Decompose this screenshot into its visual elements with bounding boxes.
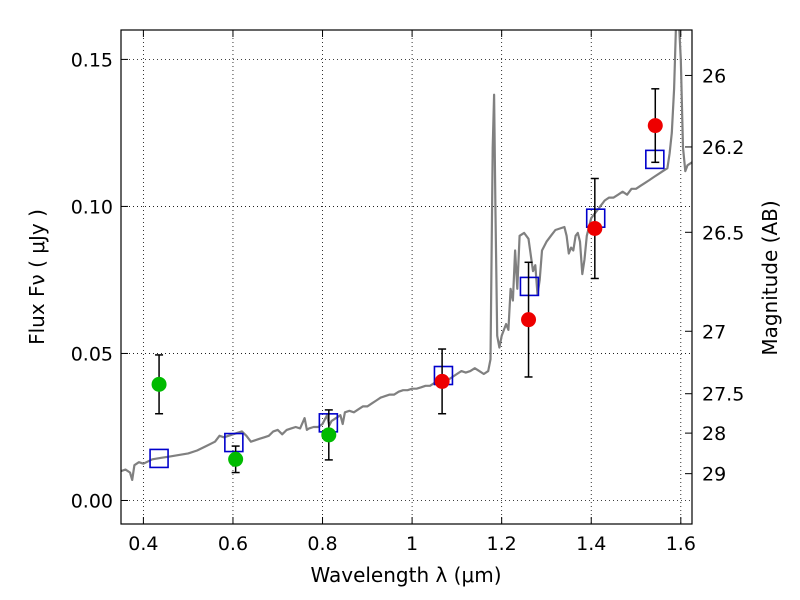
magnitude-tick-label: 26.5 — [702, 222, 744, 244]
magnitude-tick-label: 27 — [702, 321, 726, 343]
x-tick-label: 0.6 — [218, 533, 248, 555]
model-square-marker — [149, 448, 169, 469]
model-square-marker — [519, 276, 540, 297]
y-axis: 0.00 0.05 0.10 0.15 — [71, 49, 128, 512]
plot-frame — [121, 30, 692, 524]
red-point-marker — [434, 373, 450, 389]
x-tick-label: 1.6 — [666, 533, 696, 555]
y-axis-label: Flux Fν ( μJy ) — [25, 209, 49, 345]
x-tick-label: 1.2 — [487, 533, 517, 555]
magnitude-tick-label: 28 — [702, 423, 726, 445]
x-tick-label: 1.4 — [576, 533, 606, 555]
plot-border — [120, 29, 693, 525]
magnitude-tick-label: 26.2 — [702, 137, 744, 159]
x-tick-label: 1 — [406, 533, 418, 555]
green-point-marker — [151, 376, 167, 392]
red-point-marker — [587, 220, 603, 236]
y-tick-label: 0.05 — [71, 343, 113, 365]
magnitude-axis: 26 26.2 26.5 27 27.5 28 29 — [685, 65, 744, 486]
y-tick-label: 0.10 — [71, 196, 113, 218]
green-point-marker — [228, 451, 244, 467]
x-tick-label: 0.8 — [307, 533, 337, 555]
magnitude-tick-label: 27.5 — [702, 384, 744, 406]
y-tick-label: 0.15 — [71, 49, 113, 71]
marks-layer — [149, 88, 665, 474]
x-axis: 0.4 0.6 0.8 1 1.2 1.4 1.6 — [128, 30, 696, 555]
red-point-marker — [521, 312, 537, 328]
model-square-marker — [224, 432, 244, 453]
magnitude-axis-label: Magnitude (AB) — [758, 200, 782, 355]
x-tick-label: 0.4 — [128, 533, 158, 555]
spectrum-line — [121, 30, 692, 481]
green-point-marker — [321, 427, 337, 443]
plot-area — [120, 29, 693, 525]
spectrum-layer — [121, 30, 692, 481]
red-point-marker — [647, 118, 663, 134]
magnitude-tick-label: 26 — [702, 65, 726, 87]
magnitude-tick-label: 29 — [702, 464, 726, 486]
x-axis-label: Wavelength λ (μm) — [310, 563, 501, 587]
y-tick-label: 0.00 — [71, 490, 113, 512]
